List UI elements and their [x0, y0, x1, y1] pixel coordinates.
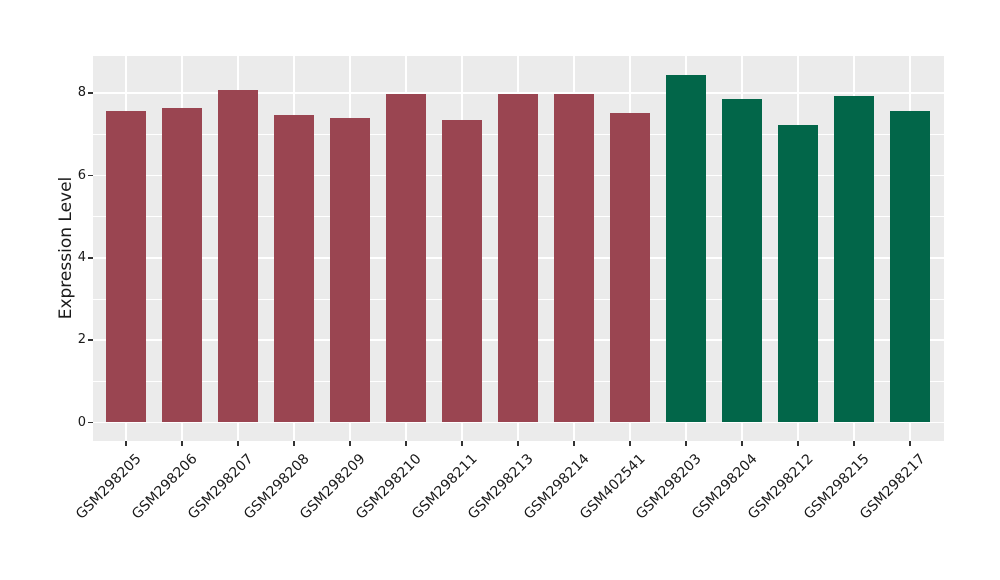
y-axis-tick [88, 257, 93, 259]
bar-GSM298204 [721, 98, 762, 423]
bar-GSM298214 [553, 93, 594, 423]
x-axis-tick [349, 441, 351, 446]
x-axis-tick [517, 441, 519, 446]
y-axis-tick-label: 2 [77, 332, 86, 348]
x-axis-tick [293, 441, 295, 446]
bar-GSM298210 [386, 94, 427, 423]
x-axis-tick [573, 441, 575, 446]
x-axis-tick [685, 441, 687, 446]
x-axis-tick [909, 441, 911, 446]
bar-GSM298208 [274, 114, 315, 423]
x-axis-tick [181, 441, 183, 446]
y-axis-tick-label: 8 [77, 85, 86, 101]
bar-GSM298211 [442, 120, 482, 423]
y-axis-tick [88, 421, 93, 424]
x-axis-tick [405, 441, 407, 446]
bar-GSM298212 [777, 125, 818, 423]
x-axis-tick [741, 441, 743, 446]
x-axis-tick [797, 441, 799, 446]
bar-GSM298203 [665, 74, 706, 423]
y-axis-tick-label: 0 [77, 414, 86, 430]
bar-GSM298213 [498, 94, 538, 423]
y-axis-tick [88, 339, 93, 341]
y-axis-tick [88, 174, 93, 177]
x-axis-tick [461, 441, 463, 446]
x-axis-tick [125, 441, 127, 446]
x-axis-tick [237, 441, 239, 446]
y-axis-tick-label: 6 [77, 167, 86, 183]
plot-panel [92, 56, 944, 441]
bar-GSM298205 [106, 110, 147, 423]
bar-GSM402541 [609, 112, 650, 423]
x-axis-tick [629, 441, 631, 446]
bar-GSM298209 [330, 117, 371, 423]
x-axis-tick [853, 441, 855, 446]
bar-GSM298206 [162, 108, 203, 423]
bar-GSM298217 [889, 111, 930, 423]
bar-GSM298215 [833, 95, 874, 423]
bar-GSM298207 [218, 89, 259, 423]
y-axis-tick-label: 4 [77, 249, 86, 265]
y-axis-tick [88, 92, 93, 94]
